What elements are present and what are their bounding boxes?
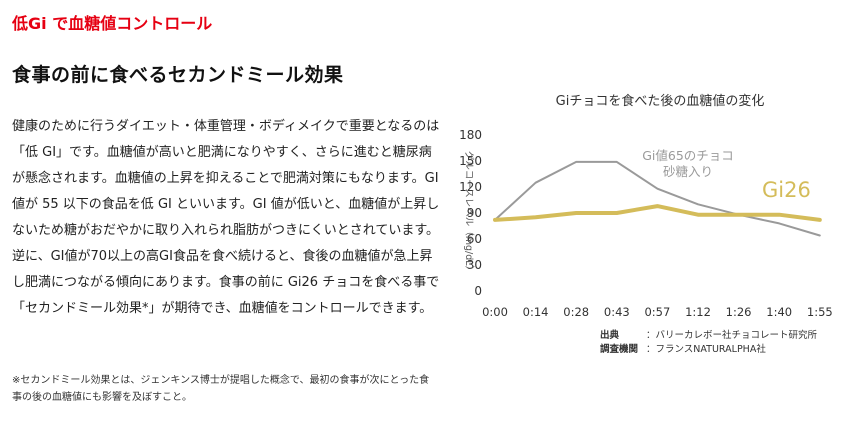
section-label: 低Gi で血糖値コントロール — [12, 14, 213, 33]
x-tick-label: 1:12 — [685, 305, 711, 319]
y-tick-label: 60 — [467, 232, 482, 246]
y-tick-label: 90 — [467, 206, 482, 220]
x-tick-label: 1:55 — [807, 305, 833, 319]
x-tick-label: 1:40 — [766, 305, 792, 319]
chart-title: Giチョコを食べた後の血糖値の変化 — [555, 94, 765, 109]
x-tick-label: 0:14 — [523, 305, 549, 319]
y-tick-label: 120 — [459, 180, 482, 194]
series-label-1: 砂糖入り — [663, 164, 713, 179]
x-tick-label: 0:28 — [563, 305, 589, 319]
y-tick-label: 150 — [459, 154, 482, 168]
chart-source: 出典 ：バリーカレボー社チョコレート研究所 調査機関 ：フランスNATURALPHA… — [600, 329, 817, 357]
series-line-2 — [493, 204, 822, 222]
page-heading: 食事の前に食べるセカンドミール効果 — [12, 64, 344, 86]
footnote: ※セカンドミール効果とは、ジェンキンス博士が提唱した概念で、最初の食事が次にとっ… — [12, 375, 430, 403]
x-tick-label: 0:43 — [604, 305, 630, 319]
y-tick-label: 30 — [467, 258, 482, 272]
x-tick-label: 0:57 — [644, 305, 670, 319]
series-line-1 — [494, 160, 821, 237]
source-line-origin: 出典 ：バリーカレボー社チョコレート研究所 — [600, 330, 818, 341]
source-line-agency: 調査機関 ：フランスNATURALPHA社 — [600, 344, 766, 355]
body-paragraph: 健康のために行うダイエット・体重管理・ボディメイクで重要となるのは「低 GI」で… — [12, 119, 440, 316]
x-tick-label: 0:00 — [482, 305, 508, 319]
y-tick-label: 180 — [459, 128, 482, 142]
y-tick-label: 0 — [474, 284, 482, 298]
x-tick-label: 1:26 — [726, 305, 752, 319]
glucose-chart: Giチョコを食べた後の血糖値の変化 0 30 60 90 120 150 180 0:00 0:… — [450, 80, 845, 380]
series-label-2: Gi26 — [762, 178, 811, 202]
y-axis-label: グルコースレベル（mg/dL） — [463, 151, 475, 275]
series-label-1: Gi値65のチョコ — [642, 148, 734, 163]
chart-plot: 0 30 60 90 120 150 180 0:00 0:14 0:28 0:43 0:57 1:12… — [459, 128, 833, 319]
